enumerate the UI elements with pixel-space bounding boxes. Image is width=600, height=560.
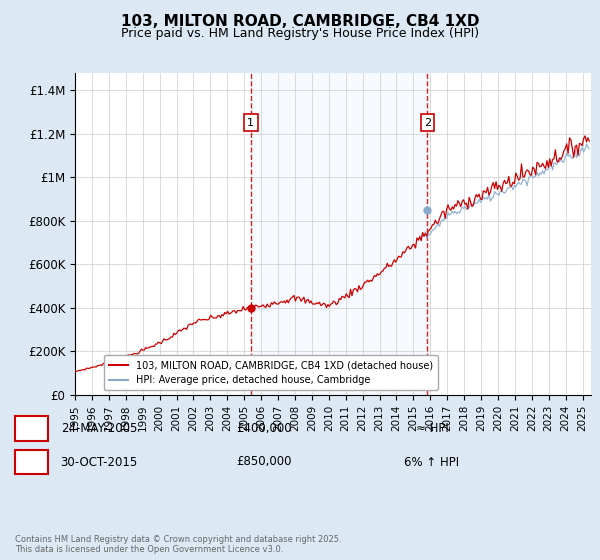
Text: 2: 2 [27,455,35,469]
Bar [251,73,427,395]
Text: 24-MAY-2005: 24-MAY-2005 [61,422,137,435]
Text: £400,000: £400,000 [236,422,292,435]
Legend: 103, MILTON ROAD, CAMBRIDGE, CB4 1XD (detached house), HPI: Average price, detac: 103, MILTON ROAD, CAMBRIDGE, CB4 1XD (de… [104,356,438,390]
Text: 30-OCT-2015: 30-OCT-2015 [61,455,137,469]
Text: 103, MILTON ROAD, CAMBRIDGE, CB4 1XD: 103, MILTON ROAD, CAMBRIDGE, CB4 1XD [121,14,479,29]
Text: 1: 1 [247,118,254,128]
Text: 1: 1 [27,422,35,435]
Text: £850,000: £850,000 [236,455,292,469]
Text: Price paid vs. HM Land Registry's House Price Index (HPI): Price paid vs. HM Land Registry's House … [121,27,479,40]
Text: 6% ↑ HPI: 6% ↑ HPI [404,455,460,469]
Text: Contains HM Land Registry data © Crown copyright and database right 2025.
This d: Contains HM Land Registry data © Crown c… [15,535,341,554]
Text: ≈ HPI: ≈ HPI [416,422,448,435]
Text: 2: 2 [424,118,431,128]
